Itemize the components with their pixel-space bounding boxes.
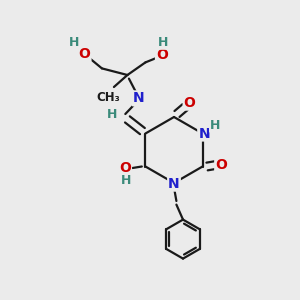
- Text: O: O: [156, 48, 168, 62]
- Text: O: O: [184, 96, 196, 110]
- Text: N: N: [133, 92, 145, 105]
- Text: O: O: [79, 47, 91, 61]
- Text: H: H: [69, 36, 79, 49]
- Text: CH₃: CH₃: [97, 91, 120, 104]
- Text: N: N: [198, 127, 210, 140]
- Text: H: H: [121, 174, 132, 187]
- Text: H: H: [107, 108, 118, 121]
- Text: H: H: [158, 36, 169, 49]
- Text: N: N: [168, 177, 180, 190]
- Text: O: O: [215, 158, 227, 172]
- Text: O: O: [119, 161, 131, 175]
- Text: H: H: [210, 118, 220, 132]
